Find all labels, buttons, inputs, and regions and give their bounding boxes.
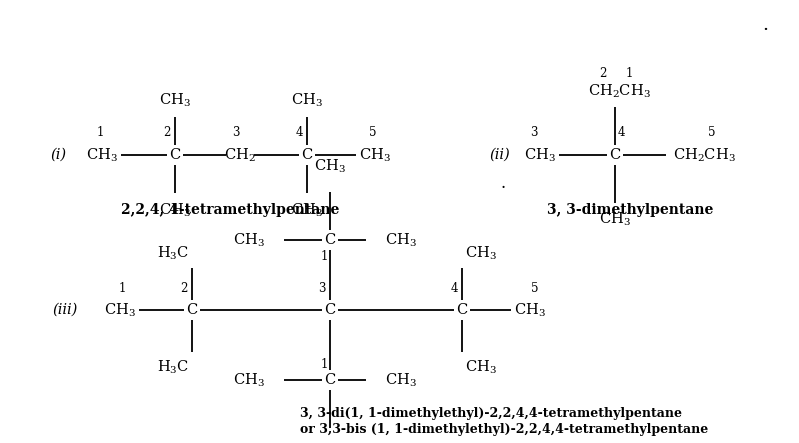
Text: 4: 4 bbox=[296, 127, 303, 140]
Text: C: C bbox=[456, 303, 467, 317]
Text: 3: 3 bbox=[318, 281, 326, 295]
Text: C: C bbox=[169, 148, 181, 162]
Text: 5: 5 bbox=[708, 127, 716, 140]
Text: $\mathregular{CH_3}$: $\mathregular{CH_3}$ bbox=[385, 371, 417, 389]
Text: (i): (i) bbox=[50, 148, 66, 162]
Text: $\mathregular{CH_3}$: $\mathregular{CH_3}$ bbox=[359, 146, 391, 164]
Text: $\mathregular{CH_3}$: $\mathregular{CH_3}$ bbox=[233, 231, 265, 249]
Text: 1: 1 bbox=[97, 127, 104, 140]
Text: C: C bbox=[301, 148, 312, 162]
Text: $\mathregular{CH_3}$: $\mathregular{CH_3}$ bbox=[291, 201, 323, 219]
Text: (ii): (ii) bbox=[490, 148, 511, 162]
Text: $\mathregular{CH_3}$: $\mathregular{CH_3}$ bbox=[159, 201, 191, 219]
Text: or 3,3-bis (1, 1-dimethylethyl)-2,2,4,4-tetramethylpentane: or 3,3-bis (1, 1-dimethylethyl)-2,2,4,4-… bbox=[300, 424, 708, 436]
Text: 1: 1 bbox=[320, 249, 328, 263]
Text: $\mathregular{CH_3}$: $\mathregular{CH_3}$ bbox=[599, 210, 631, 228]
Text: 2,2,4, 4-tetramethylpentane: 2,2,4, 4-tetramethylpentane bbox=[121, 203, 340, 217]
Text: 2: 2 bbox=[181, 281, 188, 295]
Text: (iii): (iii) bbox=[52, 303, 78, 317]
Text: $\mathregular{CH_3}$: $\mathregular{CH_3}$ bbox=[465, 358, 497, 376]
Text: $\mathregular{CH_3}$: $\mathregular{CH_3}$ bbox=[291, 91, 323, 109]
Text: C: C bbox=[324, 373, 336, 387]
Text: 1: 1 bbox=[118, 281, 125, 295]
Text: $\mathregular{CH_3}$: $\mathregular{CH_3}$ bbox=[465, 244, 497, 262]
Text: C: C bbox=[324, 303, 336, 317]
Text: C: C bbox=[186, 303, 197, 317]
Text: $\mathregular{H_3C}$: $\mathregular{H_3C}$ bbox=[157, 358, 189, 376]
Text: $\mathregular{CH_3}$: $\mathregular{CH_3}$ bbox=[86, 146, 118, 164]
Text: $\mathregular{H_3C}$: $\mathregular{H_3C}$ bbox=[157, 244, 189, 262]
Text: 5: 5 bbox=[369, 127, 377, 140]
Text: 1: 1 bbox=[626, 66, 633, 79]
Text: $\mathregular{CH_3}$: $\mathregular{CH_3}$ bbox=[385, 231, 417, 249]
Text: C: C bbox=[610, 148, 621, 162]
Text: $\mathregular{CH_3}$: $\mathregular{CH_3}$ bbox=[159, 91, 191, 109]
Text: C: C bbox=[324, 233, 336, 247]
Text: 3: 3 bbox=[531, 127, 538, 140]
Text: ·: · bbox=[500, 179, 506, 197]
Text: 2: 2 bbox=[599, 66, 606, 79]
Text: 1: 1 bbox=[320, 358, 328, 370]
Text: $\mathregular{CH_3}$: $\mathregular{CH_3}$ bbox=[233, 371, 265, 389]
Text: $\mathregular{CH_3}$: $\mathregular{CH_3}$ bbox=[514, 301, 546, 319]
Text: $\mathregular{CH_3}$: $\mathregular{CH_3}$ bbox=[524, 146, 556, 164]
Text: $\mathregular{CH_2}$: $\mathregular{CH_2}$ bbox=[225, 146, 256, 164]
Text: $\mathregular{CH_2CH_3}$: $\mathregular{CH_2CH_3}$ bbox=[587, 82, 650, 100]
Text: ·: · bbox=[762, 21, 768, 39]
Text: 5: 5 bbox=[531, 281, 539, 295]
Text: 4: 4 bbox=[451, 281, 458, 295]
Text: $\mathregular{CH_3}$: $\mathregular{CH_3}$ bbox=[314, 157, 346, 175]
Text: 4: 4 bbox=[618, 127, 625, 140]
Text: 3, 3-di(1, 1-dimethylethyl)-2,2,4,4-tetramethylpentane: 3, 3-di(1, 1-dimethylethyl)-2,2,4,4-tetr… bbox=[300, 407, 682, 420]
Text: 3, 3-dimethylpentane: 3, 3-dimethylpentane bbox=[547, 203, 714, 217]
Text: 3: 3 bbox=[233, 127, 240, 140]
Text: 2: 2 bbox=[163, 127, 171, 140]
Text: $\mathregular{CH_2CH_3}$: $\mathregular{CH_2CH_3}$ bbox=[673, 146, 735, 164]
Text: $\mathregular{CH_3}$: $\mathregular{CH_3}$ bbox=[104, 301, 136, 319]
